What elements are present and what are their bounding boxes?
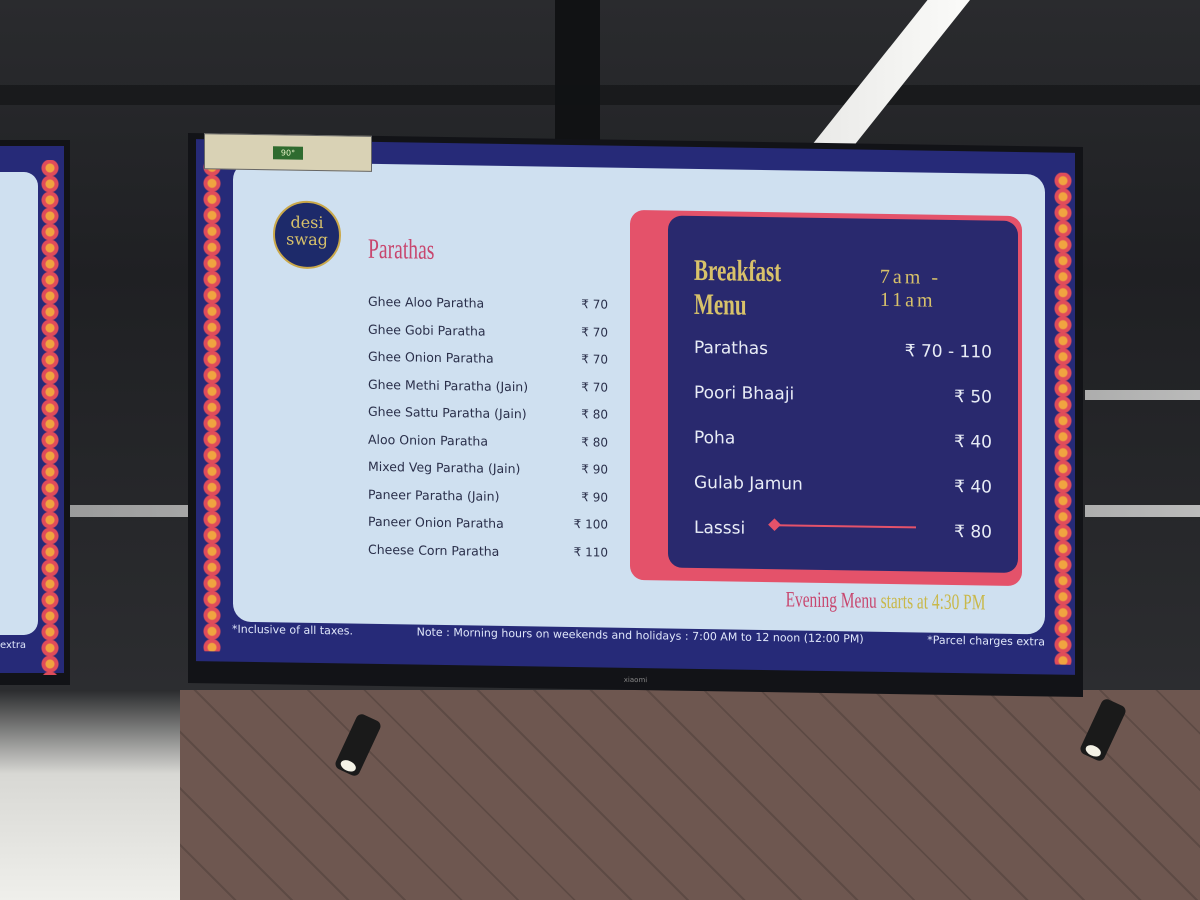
item-price: ₹ 70 - 110 (904, 341, 992, 363)
menu-panel: desi swag Parathas Ghee Aloo Paratha ₹ 70… (233, 161, 1045, 635)
desi-swag-logo: desi swag (273, 200, 341, 270)
paratha-item: Ghee Aloo Paratha ₹ 70 (368, 294, 608, 325)
item-name: Cheese Corn Paratha (368, 541, 500, 559)
breakfast-menu: Breakfast Menu 7am - 11am Parathas ₹ 70 -… (668, 215, 1018, 574)
menu-frame: desi swag Parathas Ghee Aloo Paratha ₹ 70… (196, 133, 1075, 675)
item-price: ₹ 80 (954, 522, 992, 543)
paratha-item: Paneer Onion Paratha ₹ 100 (368, 514, 608, 545)
item-price: ₹ 90 (581, 489, 608, 505)
item-name: Aloo Onion Paratha (368, 431, 488, 449)
paratha-item: Aloo Onion Paratha ₹ 80 (368, 431, 608, 462)
item-name: Ghee Aloo Paratha (368, 293, 485, 311)
paratha-item: Ghee Methi Paratha (Jain) ₹ 70 (368, 376, 608, 407)
window-light (0, 690, 180, 900)
item-price: ₹ 80 (581, 434, 608, 450)
item-price: ₹ 50 (954, 387, 992, 408)
ceiling-beam (0, 85, 1200, 105)
item-name: Gulab Jamun (694, 472, 803, 495)
left-tv-footer: extra (0, 640, 27, 651)
ceiling-beam (555, 0, 600, 150)
item-name: Ghee Gobi Paratha (368, 321, 486, 339)
bead-border (40, 160, 60, 675)
ceiling-light (1085, 505, 1200, 517)
item-name: Lasssi (694, 517, 746, 539)
breakfast-title: Breakfast Menu (694, 253, 782, 322)
paratha-item: Mixed Veg Paratha (Jain) ₹ 90 (368, 459, 608, 490)
item-name: Mixed Veg Paratha (Jain) (368, 458, 521, 477)
paratha-item: Ghee Sattu Paratha (Jain) ₹ 80 (368, 404, 608, 435)
logo-text: swag (286, 229, 328, 249)
item-price: ₹ 70 (581, 324, 608, 340)
breakfast-item: Gulab Jamun ₹ 40 (694, 473, 992, 523)
item-name: Ghee Methi Paratha (Jain) (368, 376, 529, 394)
energy-rating: 90° (272, 145, 304, 160)
evening-menu-label: Evening Menu (785, 586, 877, 613)
item-name: Parathas (694, 337, 769, 360)
menu-tv: desi swag Parathas Ghee Aloo Paratha ₹ 70… (188, 132, 1083, 698)
left-tv: extra (0, 140, 70, 685)
item-name: Ghee Sattu Paratha (Jain) (368, 403, 527, 422)
left-tv-panel (0, 172, 38, 635)
parathas-title: Parathas (368, 233, 435, 266)
paratha-item: Ghee Onion Paratha ₹ 70 (368, 349, 608, 380)
evening-menu-time: starts at 4:30 PM (880, 587, 985, 615)
breakfast-list: Parathas ₹ 70 - 110 Poori Bhaaji ₹ 50 Poha ₹ … (694, 338, 992, 568)
ceiling-light (70, 505, 190, 517)
item-name: Paneer Onion Paratha (368, 513, 504, 531)
paratha-item: Ghee Gobi Paratha ₹ 70 (368, 321, 608, 352)
breakfast-item: Poha ₹ 40 (694, 428, 992, 478)
taxes-note: *Inclusive of all taxes. (232, 622, 354, 638)
evening-menu-note: Evening Menu starts at 4:30 PM (785, 586, 985, 615)
energy-rating-sticker: 90° (204, 133, 372, 172)
bead-border-right (1053, 172, 1073, 665)
brick-wall (180, 690, 1200, 900)
parathas-list: Ghee Aloo Paratha ₹ 70 Ghee Gobi Paratha ₹ … (368, 294, 608, 573)
item-name: Paneer Paratha (Jain) (368, 486, 500, 504)
item-price: ₹ 100 (573, 517, 608, 532)
item-name: Ghee Onion Paratha (368, 348, 494, 366)
breakfast-time: 7am - 11am (879, 265, 941, 312)
bead-border-left (202, 159, 222, 652)
item-price: ₹ 40 (954, 477, 992, 498)
breakfast-item: Poori Bhaaji ₹ 50 (694, 383, 992, 433)
item-price: ₹ 70 (581, 352, 608, 367)
item-price: ₹ 110 (573, 544, 608, 560)
item-name: Poori Bhaaji (694, 382, 795, 405)
item-price: ₹ 70 (581, 297, 608, 312)
item-name: Poha (694, 427, 736, 449)
item-price: ₹ 90 (581, 462, 608, 477)
item-price: ₹ 80 (581, 407, 608, 422)
item-price: ₹ 70 (581, 379, 608, 395)
item-price: ₹ 40 (954, 432, 992, 453)
ceiling-light (1085, 390, 1200, 400)
paratha-item: Paneer Paratha (Jain) ₹ 90 (368, 486, 608, 517)
breakfast-item: Parathas ₹ 70 - 110 (694, 338, 992, 388)
parcel-note: *Parcel charges extra (927, 633, 1045, 649)
ceiling-light (800, 0, 970, 160)
paratha-item: Cheese Corn Paratha ₹ 110 (368, 541, 608, 572)
